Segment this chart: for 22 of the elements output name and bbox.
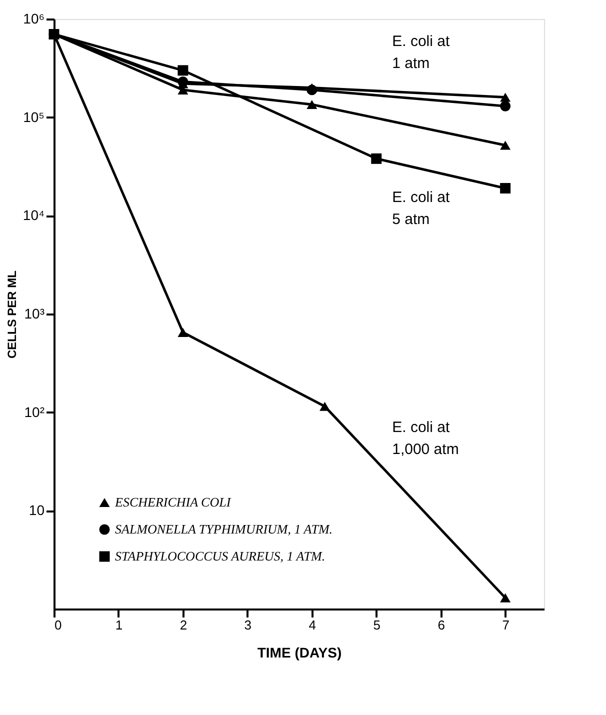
annotation: E. coli at 5 atm — [392, 189, 450, 228]
y-tick-label: 10³ — [24, 306, 45, 322]
x-tick-label: 0 — [54, 618, 62, 632]
legend-label: STAPHYLOCOCCUS AUREUS, 1 ATM. — [115, 548, 326, 564]
y-tick-label: 10⁴ — [22, 207, 44, 224]
y-tick-label: 10⁶ — [23, 10, 44, 26]
x-axis-title: TIME (DAYS) — [257, 644, 342, 660]
x-tick-label: 3 — [244, 618, 252, 632]
x-tick-label: 4 — [308, 618, 316, 632]
legend-label: ESCHERICHIA COLI — [114, 494, 232, 510]
x-tick-label: 5 — [373, 618, 380, 632]
annotation: E. coli at 1 atm — [392, 32, 450, 72]
y-axis-title: CELLS PER ML — [4, 270, 19, 359]
x-tick-label: 7 — [502, 618, 510, 632]
x-tick-label: 2 — [180, 618, 188, 632]
legend-label: SALMONELLA TYPHIMURIUM, 1 ATM. — [115, 522, 333, 536]
annotation: E. coli at 1,000 atm — [392, 419, 459, 458]
x-tick-label: 6 — [438, 618, 445, 632]
y-tick-label: 10² — [24, 404, 45, 420]
x-tick-label: 1 — [115, 618, 123, 632]
y-tick-label: 10⁵ — [23, 108, 44, 125]
y-tick-label: 10 — [28, 502, 45, 518]
